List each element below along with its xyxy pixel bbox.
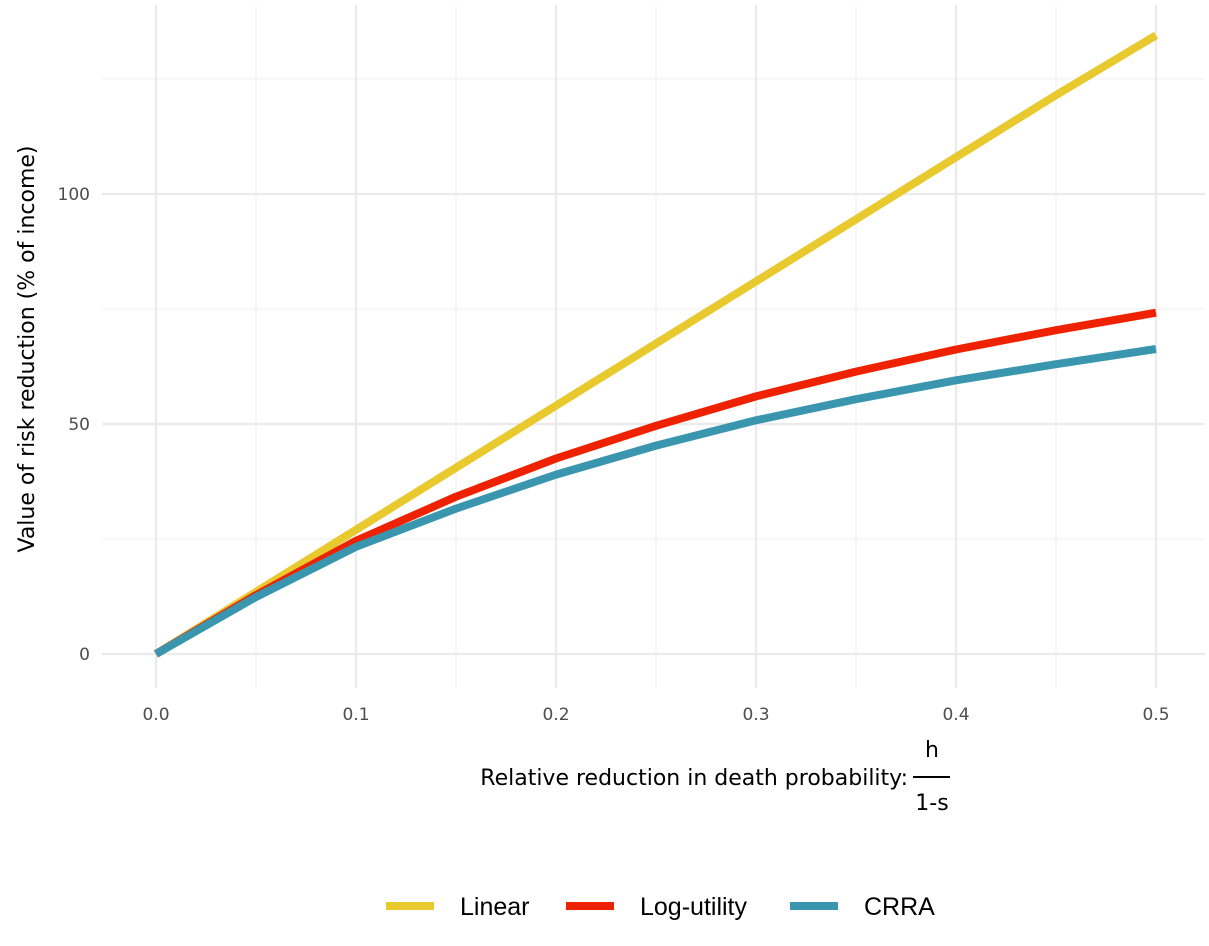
series-line-crra: [154, 345, 1157, 658]
legend: Linear Log-utility CRRA: [386, 893, 935, 921]
y-tick-label: 0: [79, 645, 90, 665]
y-tick-label: 50: [68, 415, 90, 435]
series-lines: [153, 31, 1159, 658]
y-axis-title: Value of risk reduction (% of income): [15, 145, 40, 552]
legend-label-crra: CRRA: [864, 893, 935, 921]
tick-labels: 0.0 0.1 0.2 0.3 0.4 0.5 0 50 100: [58, 185, 1170, 725]
x-tick-label: 0.4: [942, 705, 969, 725]
x-axis-title-text: Relative reduction in death probability:: [480, 766, 908, 791]
x-tick-label: 0.1: [342, 705, 369, 725]
x-axis-title: Relative reduction in death probability:…: [480, 738, 950, 816]
x-tick-label: 0.3: [742, 705, 769, 725]
legend-label-log-utility: Log-utility: [640, 893, 747, 921]
x-tick-label: 0.2: [542, 705, 569, 725]
series-line-linear: [153, 31, 1159, 658]
x-tick-label: 0.0: [142, 705, 169, 725]
series-line-log-utility: [153, 308, 1157, 658]
y-tick-label: 100: [58, 185, 90, 205]
legend-label-linear: Linear: [460, 893, 530, 921]
x-axis-title-denominator: 1-s: [915, 791, 948, 816]
x-tick-label: 0.5: [1142, 705, 1169, 725]
x-axis-title-numerator: h: [925, 738, 939, 763]
